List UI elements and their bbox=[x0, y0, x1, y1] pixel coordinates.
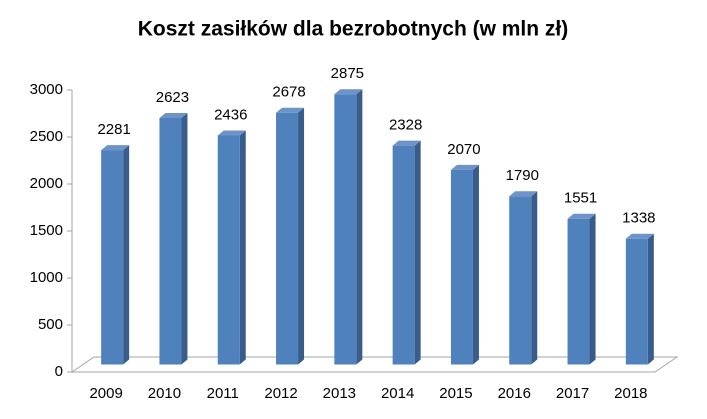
y-tick-label: 1500 bbox=[30, 222, 63, 239]
y-tick-label: 3000 bbox=[30, 81, 63, 98]
bar-front bbox=[159, 117, 182, 365]
x-tick-label: 2010 bbox=[148, 385, 181, 402]
x-tick-label: 2012 bbox=[264, 385, 297, 402]
bar-top bbox=[276, 107, 305, 113]
bar-front bbox=[334, 94, 357, 365]
bar-side bbox=[356, 89, 363, 365]
y-tick-label: 2500 bbox=[30, 128, 63, 145]
x-tick-label: 2014 bbox=[381, 385, 414, 402]
value-label: 2328 bbox=[389, 117, 422, 134]
bar-top bbox=[101, 145, 130, 151]
bar bbox=[159, 112, 188, 365]
y-tick-label: 2000 bbox=[30, 175, 63, 192]
bar-side bbox=[298, 107, 305, 365]
bar-top bbox=[392, 140, 421, 146]
bar-side bbox=[589, 213, 596, 365]
bar bbox=[276, 107, 305, 365]
bar bbox=[625, 233, 654, 365]
value-label: 2623 bbox=[156, 89, 189, 106]
y-tick-label: 1000 bbox=[30, 269, 63, 286]
value-label: 2678 bbox=[272, 84, 305, 101]
bar-side bbox=[414, 140, 421, 365]
x-tick-label: 2015 bbox=[439, 385, 472, 402]
bar bbox=[450, 164, 479, 365]
x-tick-label: 2017 bbox=[556, 385, 589, 402]
x-tick-label: 2016 bbox=[498, 385, 531, 402]
value-label: 1338 bbox=[622, 210, 655, 227]
bar-front bbox=[509, 196, 532, 365]
bar bbox=[217, 130, 246, 365]
bar-front bbox=[625, 238, 648, 365]
bar-side bbox=[531, 191, 538, 365]
bar-front bbox=[450, 169, 473, 365]
bar-top bbox=[334, 89, 363, 95]
value-label: 2875 bbox=[331, 65, 364, 82]
bar-side bbox=[647, 233, 654, 365]
bar-front bbox=[276, 112, 299, 365]
y-tick-label: 0 bbox=[55, 363, 63, 380]
value-label: 1790 bbox=[506, 167, 539, 184]
bar-front bbox=[101, 150, 124, 365]
x-tick-label: 2018 bbox=[614, 385, 647, 402]
bar-side bbox=[123, 145, 130, 365]
bar-front bbox=[567, 218, 590, 365]
bar-top bbox=[159, 112, 188, 118]
bar-side bbox=[239, 130, 246, 365]
bar-top bbox=[450, 164, 479, 170]
y-tick-label: 500 bbox=[38, 316, 63, 333]
value-label: 1551 bbox=[564, 190, 597, 207]
bar bbox=[101, 145, 130, 365]
bar-top bbox=[509, 191, 538, 197]
bar-top bbox=[625, 233, 654, 239]
bar-front bbox=[392, 145, 415, 365]
bar bbox=[334, 89, 363, 365]
value-label: 2436 bbox=[214, 106, 247, 123]
bar-side bbox=[181, 112, 188, 365]
bar bbox=[567, 213, 596, 365]
bar bbox=[509, 191, 538, 365]
bar-side bbox=[472, 164, 479, 365]
bar-top bbox=[567, 213, 596, 219]
x-tick-label: 2011 bbox=[207, 385, 239, 402]
bar-front bbox=[217, 135, 240, 365]
bar-top bbox=[217, 130, 246, 136]
chart-title: Koszt zasiłków dla bezrobotnych (w mln z… bbox=[138, 18, 569, 41]
x-tick-label: 2013 bbox=[323, 385, 356, 402]
value-label: 2070 bbox=[447, 141, 480, 158]
bar bbox=[392, 140, 421, 365]
x-tick-label: 2009 bbox=[89, 385, 122, 402]
value-label: 2281 bbox=[97, 121, 130, 138]
